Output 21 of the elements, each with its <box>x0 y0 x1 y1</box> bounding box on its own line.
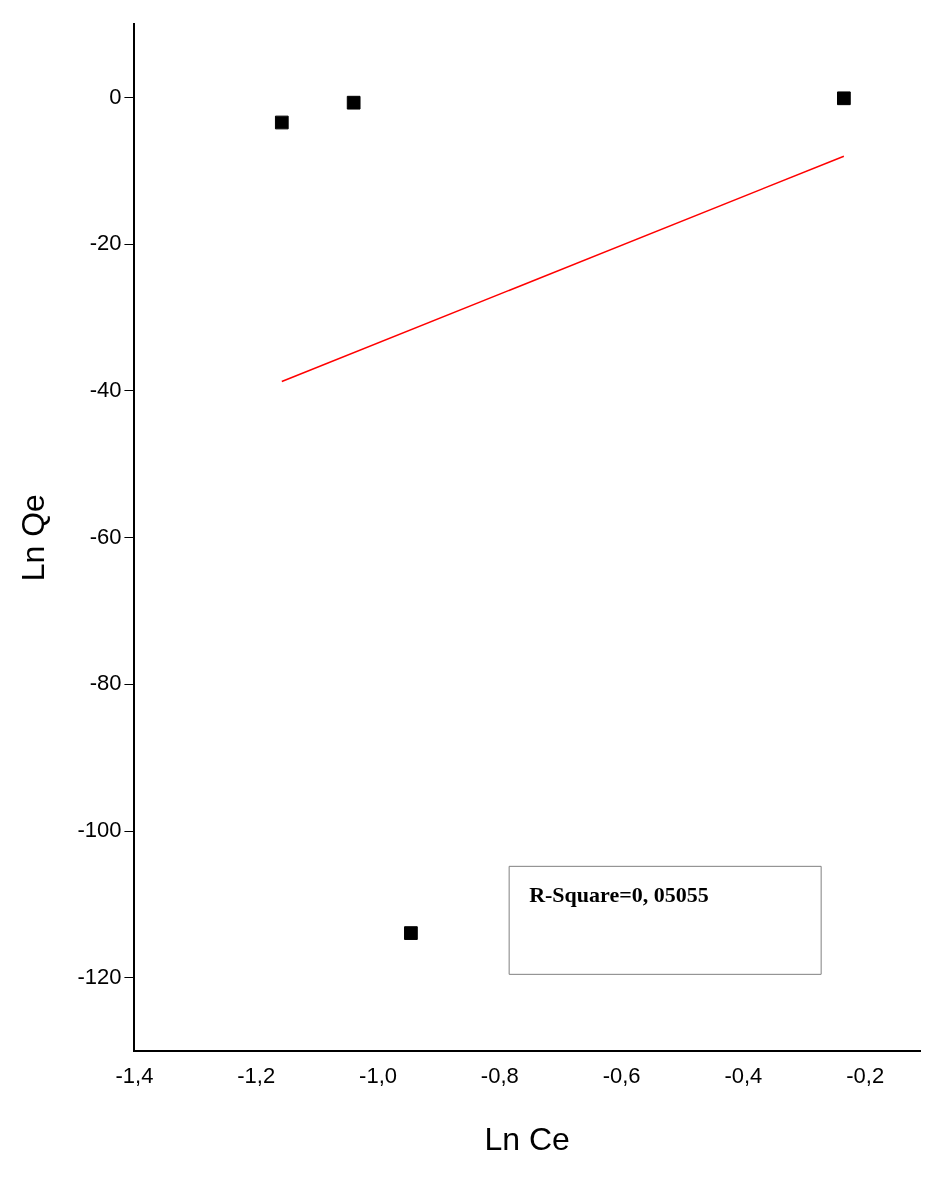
point <box>274 115 289 130</box>
y-tick-label: -40 <box>89 377 122 403</box>
y-tick-label: -120 <box>77 963 122 989</box>
x-tick-label: -0,6 <box>602 1063 641 1089</box>
point <box>837 91 851 106</box>
x-tick-label: -0,8 <box>480 1063 519 1089</box>
point <box>404 926 418 940</box>
annotation: R-Square=0, 05055 <box>529 882 709 908</box>
y-tick-label: -80 <box>89 670 122 696</box>
y-tick-label: -60 <box>89 523 122 549</box>
x-tick-label: -1,2 <box>237 1063 276 1089</box>
x-tick-label: -0,2 <box>846 1063 885 1089</box>
y-tick-label: -20 <box>89 230 122 256</box>
x-tick-label: -1,4 <box>115 1063 154 1089</box>
x-tick-label: -1,0 <box>359 1063 397 1089</box>
x-tick-label: -0,4 <box>724 1063 763 1089</box>
y-tick-label: -100 <box>77 817 122 843</box>
y-tick-label: 0 <box>109 83 122 109</box>
y-axis-title: Ln Qe <box>15 494 52 582</box>
x-axis-title: Ln Ce <box>484 1120 570 1157</box>
point <box>346 95 361 110</box>
